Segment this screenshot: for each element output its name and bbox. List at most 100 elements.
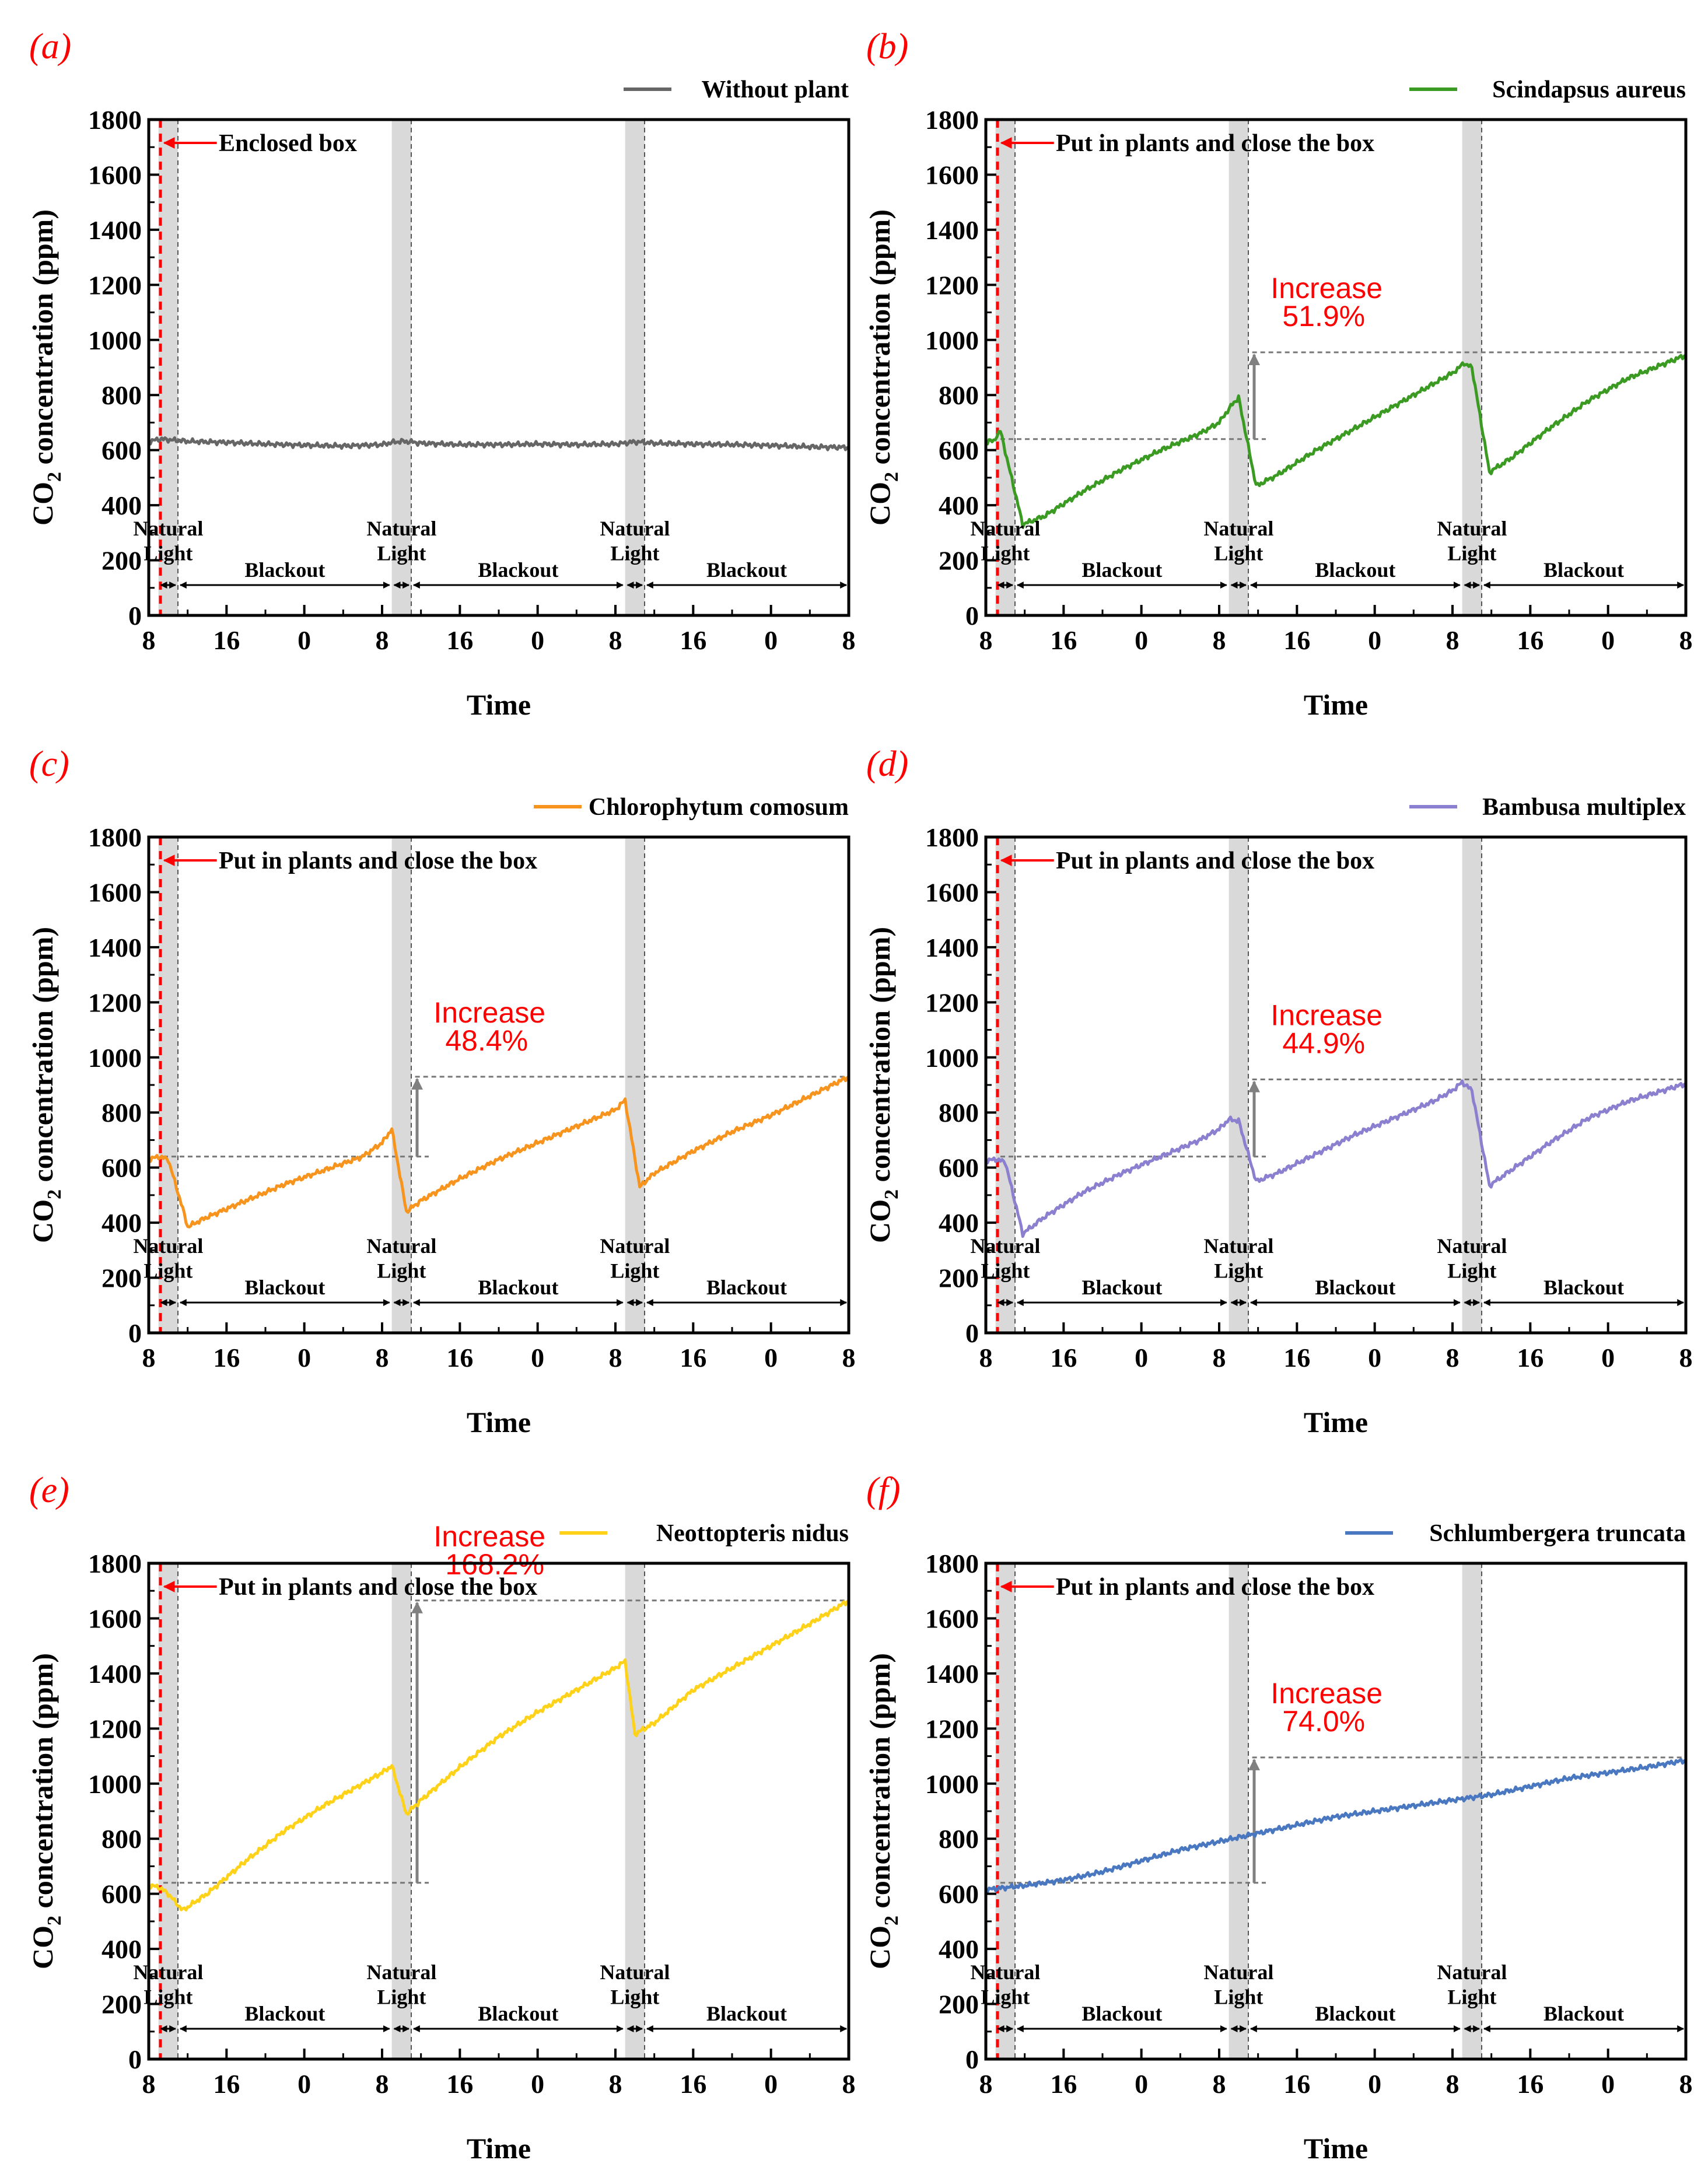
y-axis-title-sub: 2 (44, 1189, 65, 1199)
phase-light-line1: Natural (970, 517, 1040, 540)
phase-dark-label: Blackout (1315, 2002, 1395, 2025)
y-axis-title-rest: concentration (ppm) (863, 1653, 896, 1916)
legend-label: Neottopteris nidus (656, 1520, 849, 1547)
y-tick-label: 600 (939, 1879, 979, 1909)
y-axis-title: CO2 concentration (ppm) (863, 1653, 902, 1969)
y-tick-label: 1600 (88, 877, 142, 907)
y-tick-label: 1200 (88, 270, 142, 300)
x-tick-label: 16 (1283, 2069, 1310, 2099)
increase-label: Increase (1270, 1677, 1382, 1710)
x-tick-label: 0 (1368, 2069, 1381, 2099)
y-tick-label: 1000 (88, 1043, 142, 1073)
x-tick-label: 8 (979, 1343, 993, 1373)
increase-label: Increase (1270, 272, 1382, 304)
y-axis-title-sub: 2 (44, 472, 65, 482)
plot-frame (984, 835, 1688, 1335)
y-axis-title-main: CO (26, 482, 59, 526)
panel-label: (b) (866, 27, 908, 66)
legend-label: Scindapsus aureus (1492, 76, 1686, 103)
x-tick-label: 8 (1679, 1343, 1693, 1373)
x-axis-title: Time (467, 2132, 531, 2165)
phase-dark-label: Blackout (1315, 1276, 1395, 1299)
x-tick-label: 16 (213, 1343, 240, 1373)
natural-light-band (1228, 120, 1248, 615)
y-tick-label: 1400 (88, 215, 142, 245)
phase-light-line2: Light (377, 1986, 426, 2009)
y-tick-label: 1600 (925, 1604, 979, 1633)
x-tick-label: 0 (531, 1343, 544, 1373)
phase-dark-label: Blackout (478, 2002, 558, 2025)
event-label: Put in plants and close the box (1056, 130, 1374, 157)
phase-dark-label: Blackout (244, 1276, 325, 1299)
series-line (985, 1079, 1687, 1238)
y-tick-label: 0 (128, 1318, 142, 1348)
increase-label: Increase (433, 996, 545, 1029)
increase-label: Increase (433, 1520, 545, 1553)
panel-3: (d) Put in plants and close the box Increa… (863, 744, 1693, 1438)
phase-dark-label: Blackout (706, 2002, 787, 2025)
x-tick-label: 16 (680, 625, 706, 655)
phase-light-line1: Natural (366, 1961, 436, 1984)
x-axis-title: Time (467, 688, 531, 721)
y-tick-label: 400 (939, 1208, 979, 1238)
y-tick-label: 1200 (88, 1714, 142, 1744)
y-axis-title-rest: concentration (ppm) (26, 1653, 59, 1916)
y-tick-label: 1400 (925, 1659, 979, 1689)
x-tick-label: 16 (213, 625, 240, 655)
x-tick-label: 8 (142, 2069, 156, 2099)
y-tick-label: 1600 (88, 1604, 142, 1633)
y-tick-label: 1000 (925, 1769, 979, 1799)
y-axis-title-main: CO (863, 1926, 896, 1969)
phase-light-line2: Light (1214, 542, 1263, 565)
x-axis-title: Time (1304, 1406, 1368, 1438)
y-tick-label: 200 (939, 546, 979, 576)
x-tick-label: 8 (1213, 2069, 1226, 2099)
y-tick-label: 1800 (925, 105, 979, 135)
y-tick-label: 1400 (88, 1659, 142, 1689)
y-axis-title: CO2 concentration (ppm) (863, 209, 902, 526)
phase-dark-label: Blackout (1082, 1276, 1162, 1299)
y-tick-label: 1800 (88, 105, 142, 135)
phase-dark-label: Blackout (1082, 2002, 1162, 2025)
x-tick-label: 8 (1679, 625, 1693, 655)
plot-frame (984, 1562, 1688, 2061)
y-tick-label: 600 (939, 436, 979, 465)
y-axis-title: CO2 concentration (ppm) (26, 209, 65, 526)
y-axis-title-rest: concentration (ppm) (863, 927, 896, 1189)
y-tick-label: 400 (102, 1208, 142, 1238)
y-tick-label: 1200 (925, 988, 979, 1017)
y-axis-title-sub: 2 (881, 1916, 902, 1926)
phase-light-line2: Light (377, 542, 426, 565)
phase-light-line2: Light (610, 542, 659, 565)
x-tick-label: 8 (609, 2069, 622, 2099)
phase-light-line1: Natural (133, 1234, 203, 1258)
legend-label: Without plant (702, 76, 849, 103)
x-tick-label: 8 (979, 2069, 993, 2099)
phase-dark-label: Blackout (478, 558, 558, 582)
phase-light-line1: Natural (600, 1234, 670, 1258)
x-tick-label: 16 (446, 2069, 473, 2099)
phase-light-line2: Light (1214, 1986, 1263, 2009)
x-tick-label: 16 (446, 625, 473, 655)
natural-light-band (1228, 837, 1248, 1333)
x-tick-label: 16 (1517, 625, 1544, 655)
phase-light-line1: Natural (133, 1961, 203, 1984)
panel-5: (f) Put in plants and close the box Increa… (863, 1471, 1693, 2165)
phase-light-line2: Light (1447, 1259, 1496, 1283)
y-tick-label: 600 (102, 1879, 142, 1909)
natural-light-band (391, 1563, 411, 2059)
y-tick-label: 1800 (925, 1549, 979, 1578)
y-tick-label: 400 (939, 491, 979, 520)
y-tick-label: 600 (102, 436, 142, 465)
y-tick-label: 1400 (88, 933, 142, 962)
y-axis-title-main: CO (26, 1199, 59, 1243)
increase-value: 48.4% (445, 1024, 528, 1057)
phase-light-line1: Natural (970, 1234, 1040, 1258)
y-tick-label: 1200 (925, 270, 979, 300)
y-tick-label: 1400 (925, 215, 979, 245)
legend-label: Bambusa multiplex (1482, 794, 1686, 821)
series-line (985, 353, 1687, 529)
x-tick-label: 8 (979, 625, 993, 655)
y-tick-label: 200 (939, 1263, 979, 1293)
x-tick-label: 0 (764, 2069, 778, 2099)
